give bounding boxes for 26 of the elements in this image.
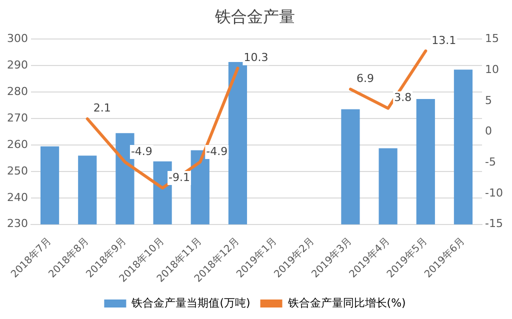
y-tick-label: 250 [6, 164, 28, 178]
y-tick-label: 300 [6, 32, 28, 46]
y2-tick-label: 10 [485, 62, 500, 76]
y-tick-label: 270 [6, 111, 28, 124]
y2-tick-label: 0 [485, 124, 492, 138]
legend-label: 铁合金产量同比增长(%) [286, 296, 406, 310]
y2-tick-label: 15 [485, 32, 500, 46]
data-label: 6.9 [356, 72, 374, 86]
data-label: -4.9 [206, 144, 228, 158]
y2-tick-label: 5 [485, 94, 492, 107]
data-label: -9.1 [168, 170, 190, 184]
y-tick-label: 260 [6, 138, 28, 151]
y-tick-label: 290 [6, 58, 28, 72]
data-label: 3.8 [394, 91, 412, 104]
data-label: -4.9 [130, 144, 152, 158]
y2-tick-label: -5 [485, 156, 496, 169]
y2-tick-label: -10 [485, 186, 503, 200]
data-label: 13.1 [432, 34, 456, 47]
y-tick-label: 240 [6, 190, 28, 204]
y-tick-label: 230 [6, 217, 28, 230]
y2-tick-label: -15 [485, 217, 503, 230]
y-tick-label: 280 [6, 84, 28, 98]
data-label: 10.3 [244, 51, 268, 64]
legend-label: 铁合金产量当期值(万吨) [130, 296, 250, 310]
data-label: 2.1 [93, 102, 111, 115]
chart-title: 铁合金产量 [214, 6, 295, 26]
